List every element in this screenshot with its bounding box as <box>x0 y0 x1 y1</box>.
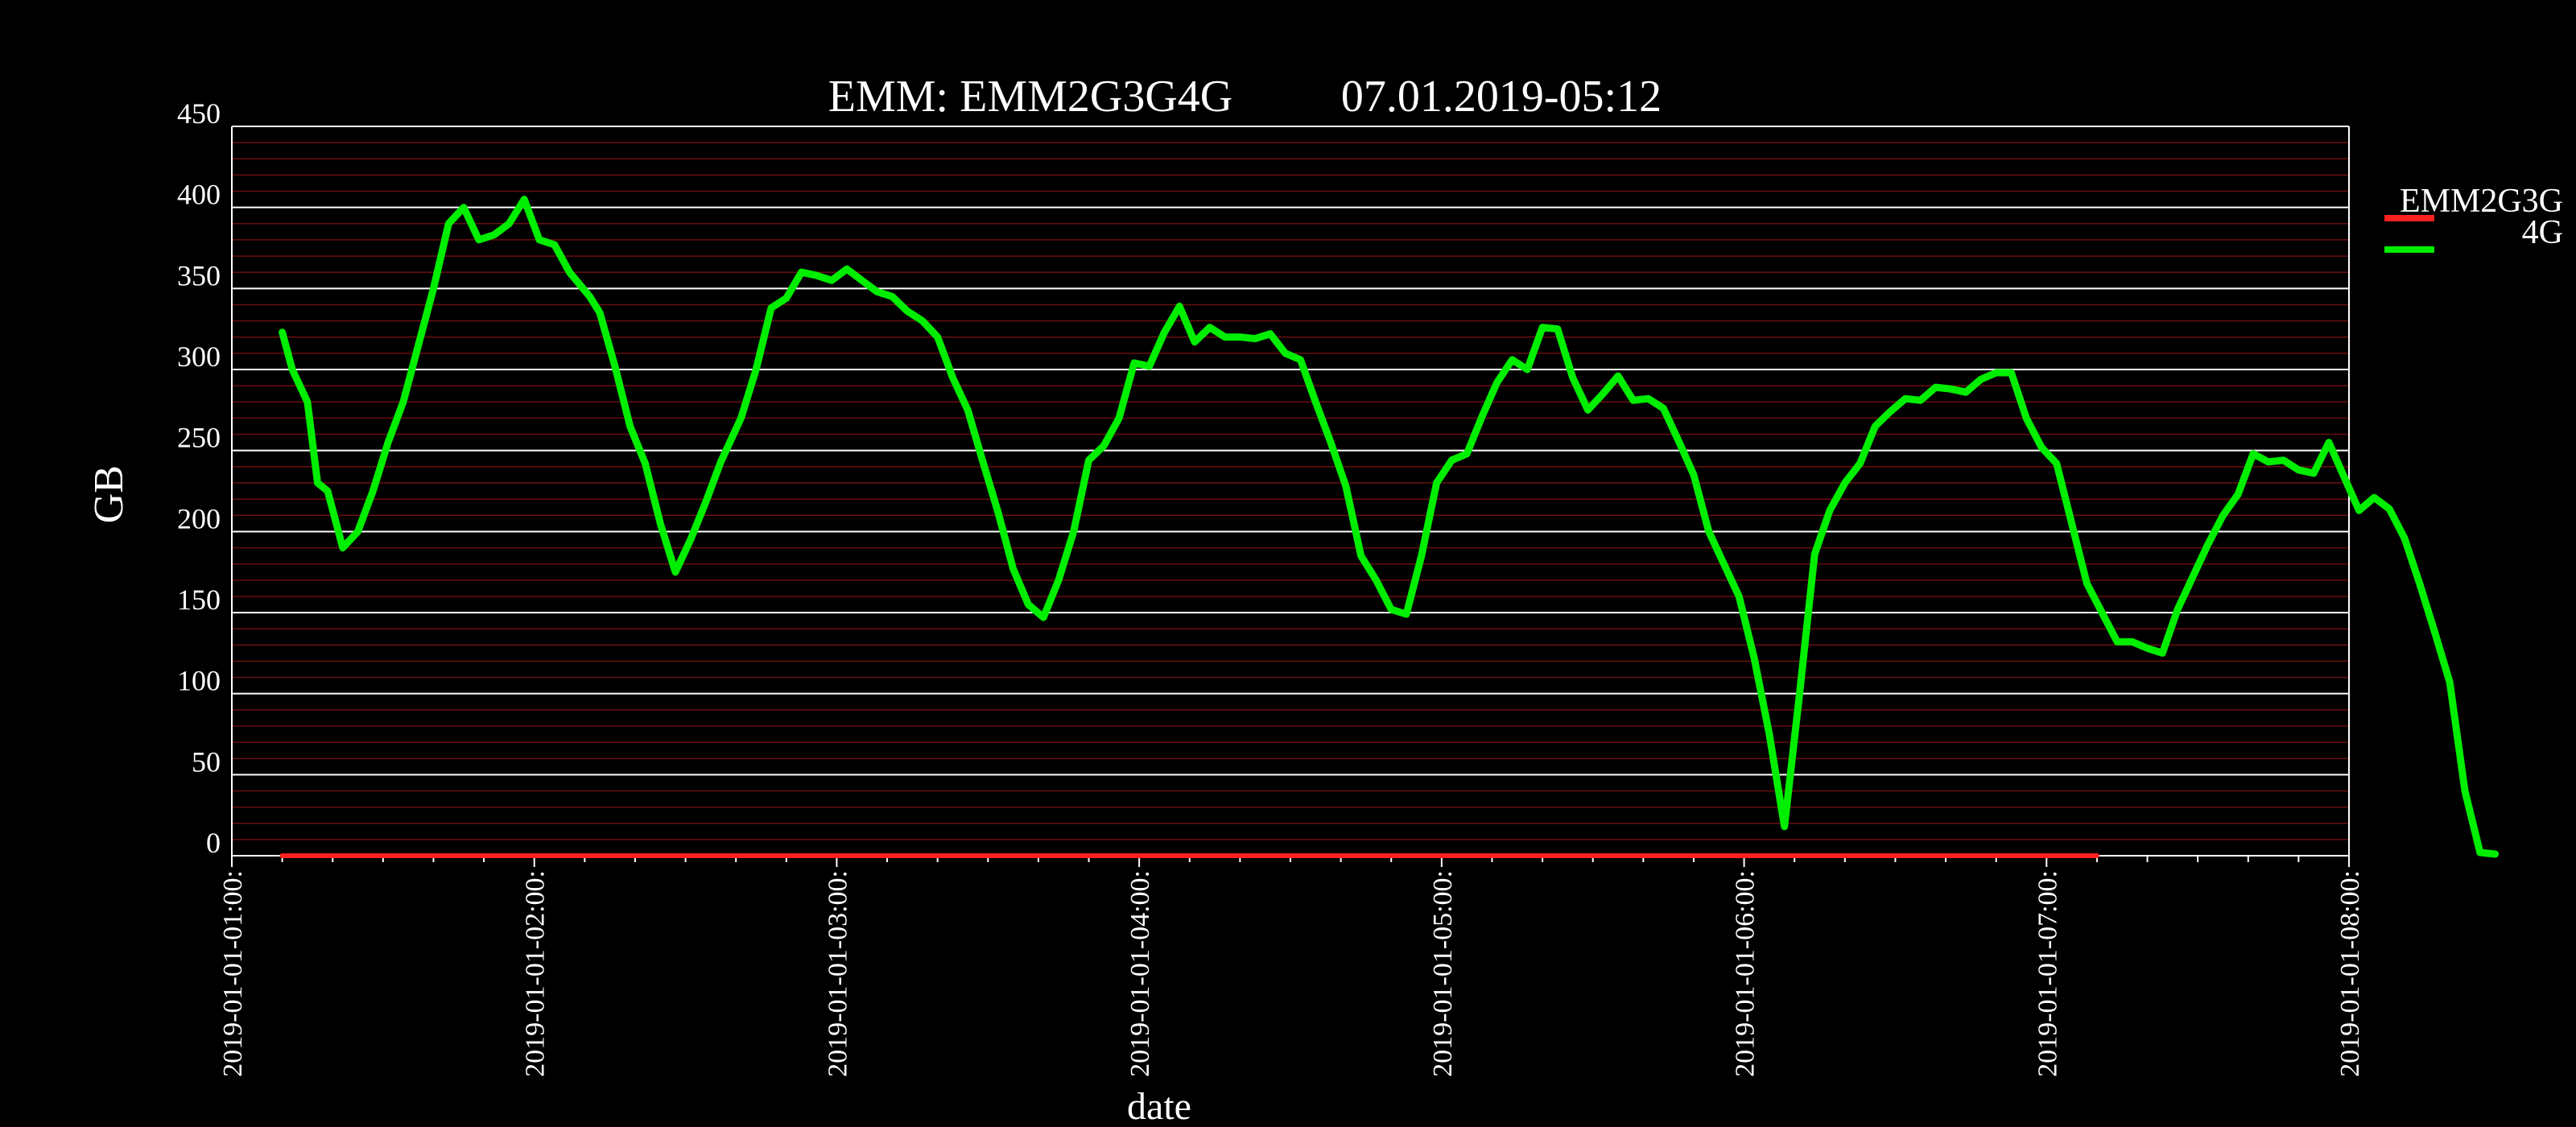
y-tick-label: 0 <box>206 827 221 859</box>
series-lines <box>279 196 2500 858</box>
legend-label: 4G <box>2522 214 2563 251</box>
x-axis-label: date <box>1127 1085 1191 1127</box>
y-tick-label: 100 <box>177 665 221 697</box>
x-tick-labels: 2019-01-01-01:00: 2019-01-01-02:00: 2019-0… <box>218 856 2365 1077</box>
y-axis-label: GB <box>86 465 132 523</box>
y-tick-labels: 0 50 100 150 200 250 300 350 400 450 <box>177 97 221 859</box>
x-tick-label: 2019-01-01-06:00: <box>1731 870 1761 1077</box>
y-tick-label: 400 <box>177 179 221 211</box>
y-tick-label: 250 <box>177 422 221 454</box>
y-tick-label: 300 <box>177 341 221 373</box>
y-tick-label: 200 <box>177 502 221 535</box>
y-tick-label: 150 <box>177 584 221 616</box>
x-tick-label: 2019-01-01-05:00: <box>1428 870 1458 1077</box>
x-tick-label: 2019-01-01-07:00: <box>2033 870 2062 1077</box>
chart-title-right: 07.01.2019-05:12 <box>1341 72 1662 122</box>
x-tick-label: 2019-01-01-08:00: <box>2335 870 2365 1077</box>
y-tick-label: 50 <box>192 745 221 778</box>
legend: EMM2G3G4G <box>2384 183 2563 253</box>
series-line-4g <box>279 196 2500 858</box>
x-tick-label: 2019-01-01-03:00: <box>823 870 852 1077</box>
x-tick-label: 2019-01-01-04:00: <box>1125 870 1155 1077</box>
y-tick-label: 450 <box>177 97 221 130</box>
chart-title-left: EMM: EMM2G3G4G <box>828 72 1232 122</box>
y-tick-label: 350 <box>177 259 221 291</box>
legend-label: EMM2G3G <box>2400 183 2563 220</box>
minor-gridlines <box>232 142 2349 840</box>
x-tick-label: 2019-01-01-01:00: <box>218 870 248 1077</box>
x-tick-label: 2019-01-01-02:00: <box>521 870 551 1077</box>
